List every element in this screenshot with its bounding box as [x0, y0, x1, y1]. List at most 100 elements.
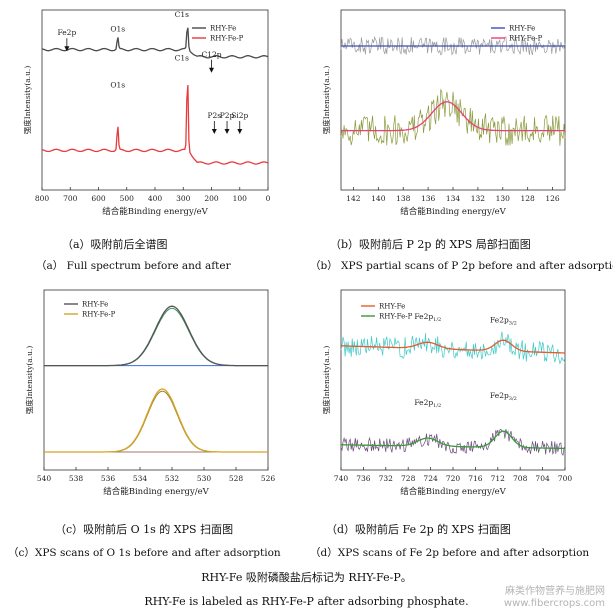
chart-d-svg: 740 736 732 728 724 720 716 712 708 704 700 结合能Bind… [321, 289, 573, 497]
series-raw-1 [340, 331, 566, 365]
footer-en: RHY-Fe is labeled as RHY-Fe-P after adso… [144, 595, 469, 608]
series-fit-2 [44, 390, 268, 453]
x-tick-label: 704 [535, 474, 550, 483]
chart-b-svg: 142 140 138 136 134 132 130 128 126 结合能Binding en… [321, 9, 566, 217]
x-tick-label: 724 [423, 474, 438, 483]
series-raw-2 [340, 88, 566, 146]
chart-c: 540 538 536 534 532 530 528 526 结合能Binding energ… [8, 282, 308, 504]
chart-d: 740 736 732 728 724 720 716 712 708 704 700 结合能Bind… [305, 282, 605, 504]
x-tick-label: 130 [496, 194, 511, 203]
caption-c-en: （c）XPS scans of O 1s before and after ad… [8, 547, 281, 559]
x-tick-label: 732 [379, 474, 394, 483]
caption-d-cn: （d）吸附前后 Fe 2p 的 XPS 扫面图 [326, 523, 511, 536]
peak-annotation: Fe2p1/2 [414, 398, 441, 409]
x-tick-label: 712 [491, 474, 506, 483]
peak-annotation: O1s [110, 25, 125, 34]
caption-c-cn: （c）吸附前后 O 1s 的 XPS 扫面图 [55, 523, 234, 536]
x-tick-label: 708 [513, 474, 528, 483]
x-tick-label: 800 [35, 194, 50, 203]
peak-annotation: C12p [201, 50, 221, 59]
peak-annotation: C1s [175, 10, 190, 19]
caption-a-en: （a） Full spectrum before and after [36, 260, 231, 272]
x-tick-label: 300 [176, 194, 191, 203]
y-axis-label: 强度Intensity(a.u.) [22, 66, 32, 135]
watermark-line2: www.fibercrops.com [503, 598, 605, 609]
series-line-1 [44, 305, 268, 367]
x-tick-label: 530 [197, 474, 212, 483]
peak-annotation: Fe2p3/2 [490, 315, 517, 326]
arrow-head [237, 129, 243, 134]
series-fit-1 [44, 307, 268, 367]
arrow-head [224, 129, 230, 134]
series-raw-1 [340, 35, 566, 56]
series-line-2 [341, 101, 565, 132]
peak-annotation: Si2p [231, 111, 248, 120]
series-line-1 [341, 339, 565, 354]
x-tick-label: 700 [63, 194, 78, 203]
x-tick-label: 532 [165, 474, 180, 483]
legend-label: RHY-Fe-P [379, 313, 413, 321]
y-axis-label: 强度Intensity(a.u.) [24, 346, 34, 415]
arrow-head [64, 46, 70, 52]
series-raw-2 [340, 428, 566, 456]
x-tick-label: 400 [148, 194, 163, 203]
peak-annotation: C1s [175, 53, 190, 62]
caption-d-en: （d）XPS scans of Fe 2p before and after a… [310, 547, 590, 559]
peak-annotation: Fe2p1/2 [414, 312, 441, 323]
x-tick-label: 716 [468, 474, 483, 483]
footer-cn: RHY-Fe 吸附磷酸盐后标记为 RHY-Fe-P。 [201, 571, 412, 584]
x-tick-label: 0 [266, 194, 271, 203]
x-axis-label: 结合能Binding energy/eV [102, 206, 208, 217]
chart-a: 800 700 600 500 400 300 200 100 0 结合能Binding ener… [8, 2, 308, 224]
legend-label: RHY-Fe [82, 301, 108, 309]
x-axis-label: 结合能Binding energy/eV [103, 486, 209, 497]
arrow-head [211, 129, 217, 134]
legend-label: RHY-Fe [379, 303, 405, 311]
x-tick-label: 540 [37, 474, 52, 483]
x-tick-label: 142 [346, 194, 361, 203]
x-tick-label: 132 [471, 194, 486, 203]
x-tick-label: 600 [91, 194, 106, 203]
x-tick-label: 736 [356, 474, 371, 483]
watermark: 麻类作物营养与施肥网 www.fibercrops.com [504, 586, 605, 610]
x-tick-label: 200 [204, 194, 219, 203]
x-tick-label: 720 [446, 474, 461, 483]
arrow-head [209, 67, 214, 73]
legend-label: RHY-Fe-P [82, 311, 116, 319]
peak-annotation: Fe2p3/2 [490, 391, 517, 402]
x-tick-label: 534 [133, 474, 148, 483]
x-tick-label: 126 [545, 194, 560, 203]
series-line-2 [44, 388, 268, 453]
peak-annotation: O1s [110, 80, 125, 89]
x-tick-label: 100 [233, 194, 248, 203]
x-tick-label: 128 [521, 194, 536, 203]
x-tick-label: 136 [421, 194, 436, 203]
x-tick-label: 536 [101, 474, 116, 483]
x-tick-label: 526 [261, 474, 276, 483]
series-line-2 [41, 85, 269, 165]
chart-b: 142 140 138 136 134 132 130 128 126 结合能Binding en… [305, 2, 605, 224]
caption-b-en: （b） XPS partial scans of P 2p before and… [310, 260, 613, 272]
plot-frame [43, 289, 269, 471]
x-axis-label: 结合能Binding energy/eV [400, 486, 506, 497]
x-tick-label: 740 [334, 474, 349, 483]
series-line-1 [41, 27, 269, 59]
peak-annotation: Fe2p [57, 28, 76, 37]
chart-a-svg: 800 700 600 500 400 300 200 100 0 结合能Binding ener… [22, 9, 271, 217]
y-axis-label: 强度Intensity(a.u.) [321, 346, 331, 415]
x-tick-label: 538 [69, 474, 84, 483]
x-tick-label: 138 [396, 194, 411, 203]
legend-label: RHY-Fe [210, 25, 236, 33]
y-axis-label: 强度Intensity(a.u.) [321, 66, 331, 135]
legend-label: RHY-Fe-P [509, 35, 543, 43]
caption-b-cn: （b）吸附前后 P 2p 的 XPS 局部扫面图 [330, 238, 531, 251]
x-tick-label: 700 [558, 474, 573, 483]
watermark-line1: 麻类作物营养与施肥网 [505, 586, 605, 597]
chart-c-svg: 540 538 536 534 532 530 528 526 结合能Binding energ… [24, 289, 276, 497]
x-tick-label: 528 [229, 474, 244, 483]
x-tick-label: 140 [371, 194, 386, 203]
legend-label: RHY-Fe [509, 25, 535, 33]
peak-annotation: P2p [220, 111, 235, 120]
legend-label: RHY-Fe-P [210, 35, 244, 43]
x-axis-label: 结合能Binding energy/eV [400, 206, 506, 217]
